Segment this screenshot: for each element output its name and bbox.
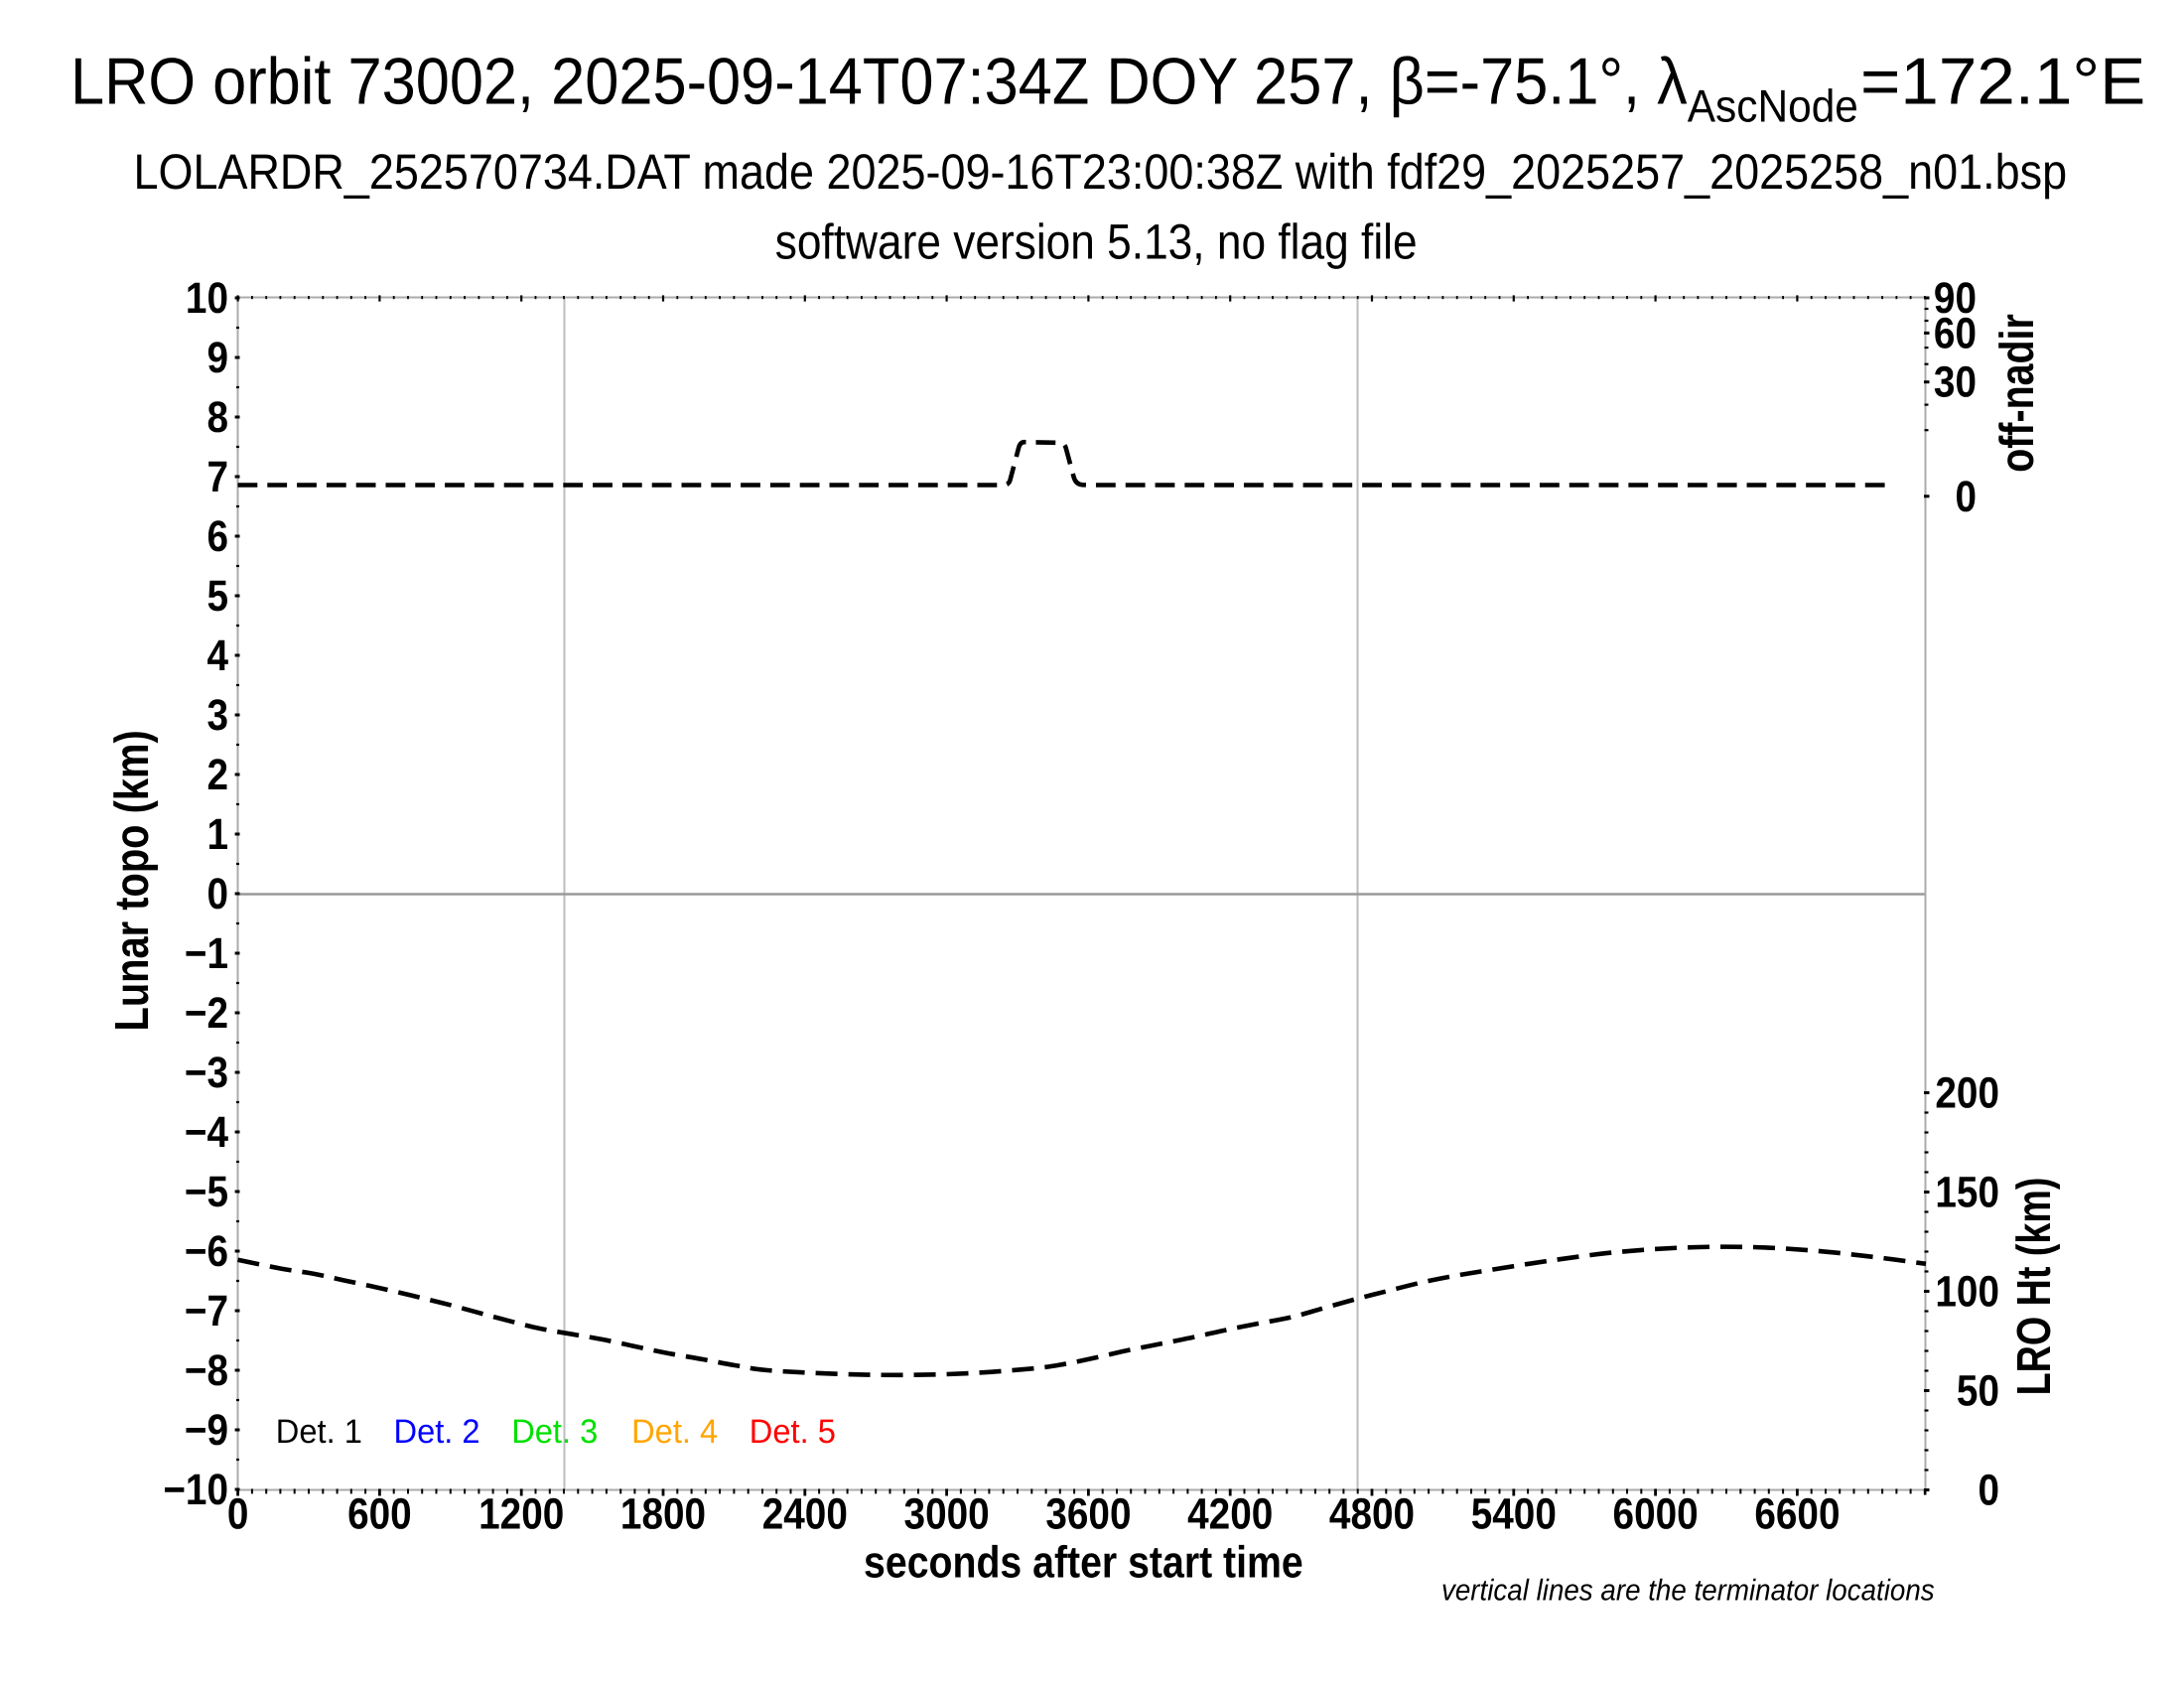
- svg-text:=172.1°E: =172.1°E: [1860, 46, 2145, 119]
- svg-text:−7: −7: [185, 1287, 228, 1336]
- svg-text:5: 5: [206, 572, 228, 621]
- svg-text:4200: 4200: [1187, 1490, 1273, 1539]
- svg-text:seconds after start time: seconds after start time: [864, 1537, 1303, 1588]
- svg-text:−6: −6: [185, 1227, 228, 1276]
- svg-text:150: 150: [1935, 1169, 1999, 1217]
- svg-text:software version 5.13, no flag: software version 5.13, no flag file: [775, 214, 1418, 270]
- svg-text:4800: 4800: [1329, 1490, 1415, 1539]
- svg-text:−2: −2: [185, 989, 228, 1038]
- svg-text:50: 50: [1957, 1367, 1999, 1416]
- svg-text:6600: 6600: [1754, 1490, 1840, 1539]
- svg-text:5400: 5400: [1471, 1490, 1557, 1539]
- svg-text:−3: −3: [185, 1049, 228, 1097]
- svg-text:−5: −5: [185, 1168, 228, 1216]
- svg-text:6000: 6000: [1613, 1490, 1699, 1539]
- svg-text:2400: 2400: [762, 1490, 848, 1539]
- svg-text:−8: −8: [185, 1346, 228, 1395]
- svg-text:2: 2: [206, 751, 228, 799]
- svg-text:3: 3: [206, 691, 228, 740]
- svg-text:off-nadir: off-nadir: [1991, 314, 2044, 473]
- svg-text:6: 6: [206, 512, 228, 561]
- svg-text:10: 10: [186, 274, 228, 323]
- svg-text:8: 8: [206, 393, 228, 442]
- svg-text:Det. 5: Det. 5: [750, 1413, 836, 1451]
- svg-text:0: 0: [1955, 473, 1977, 521]
- svg-text:−1: −1: [185, 929, 228, 978]
- svg-text:3000: 3000: [904, 1490, 990, 1539]
- svg-text:30: 30: [1934, 358, 1977, 407]
- svg-text:200: 200: [1935, 1069, 1999, 1118]
- svg-text:LOLARDR_252570734.DAT made 202: LOLARDR_252570734.DAT made 2025-09-16T23…: [134, 144, 2068, 200]
- svg-text:7: 7: [206, 453, 228, 501]
- svg-text:60: 60: [1934, 309, 1977, 357]
- svg-text:−10: −10: [163, 1466, 228, 1514]
- svg-text:−4: −4: [185, 1108, 229, 1157]
- svg-text:vertical lines are the termina: vertical lines are the terminator locati…: [1441, 1575, 1935, 1608]
- svg-text:−9: −9: [185, 1406, 228, 1455]
- svg-text:9: 9: [206, 334, 228, 382]
- svg-text:LRO Ht (km): LRO Ht (km): [2008, 1178, 2061, 1396]
- svg-text:3600: 3600: [1045, 1490, 1131, 1539]
- svg-text:Lunar topo (km): Lunar topo (km): [106, 730, 159, 1031]
- svg-text:Det. 2: Det. 2: [394, 1413, 480, 1451]
- svg-text:600: 600: [347, 1490, 412, 1539]
- svg-text:1800: 1800: [620, 1490, 706, 1539]
- svg-text:90: 90: [1934, 274, 1977, 323]
- svg-text:0: 0: [227, 1490, 249, 1539]
- svg-text:Det. 1: Det. 1: [276, 1413, 362, 1451]
- svg-text:Det. 4: Det. 4: [631, 1413, 718, 1451]
- svg-text:LRO orbit 73002, 2025-09-14T07: LRO orbit 73002, 2025-09-14T07:34Z DOY 2…: [70, 46, 1858, 132]
- svg-text:0: 0: [206, 870, 228, 918]
- svg-text:Det. 3: Det. 3: [511, 1413, 598, 1451]
- svg-text:0: 0: [1978, 1467, 1999, 1515]
- svg-text:1200: 1200: [478, 1490, 564, 1539]
- svg-text:1: 1: [206, 810, 228, 859]
- svg-text:100: 100: [1935, 1268, 1999, 1317]
- svg-text:4: 4: [206, 632, 228, 680]
